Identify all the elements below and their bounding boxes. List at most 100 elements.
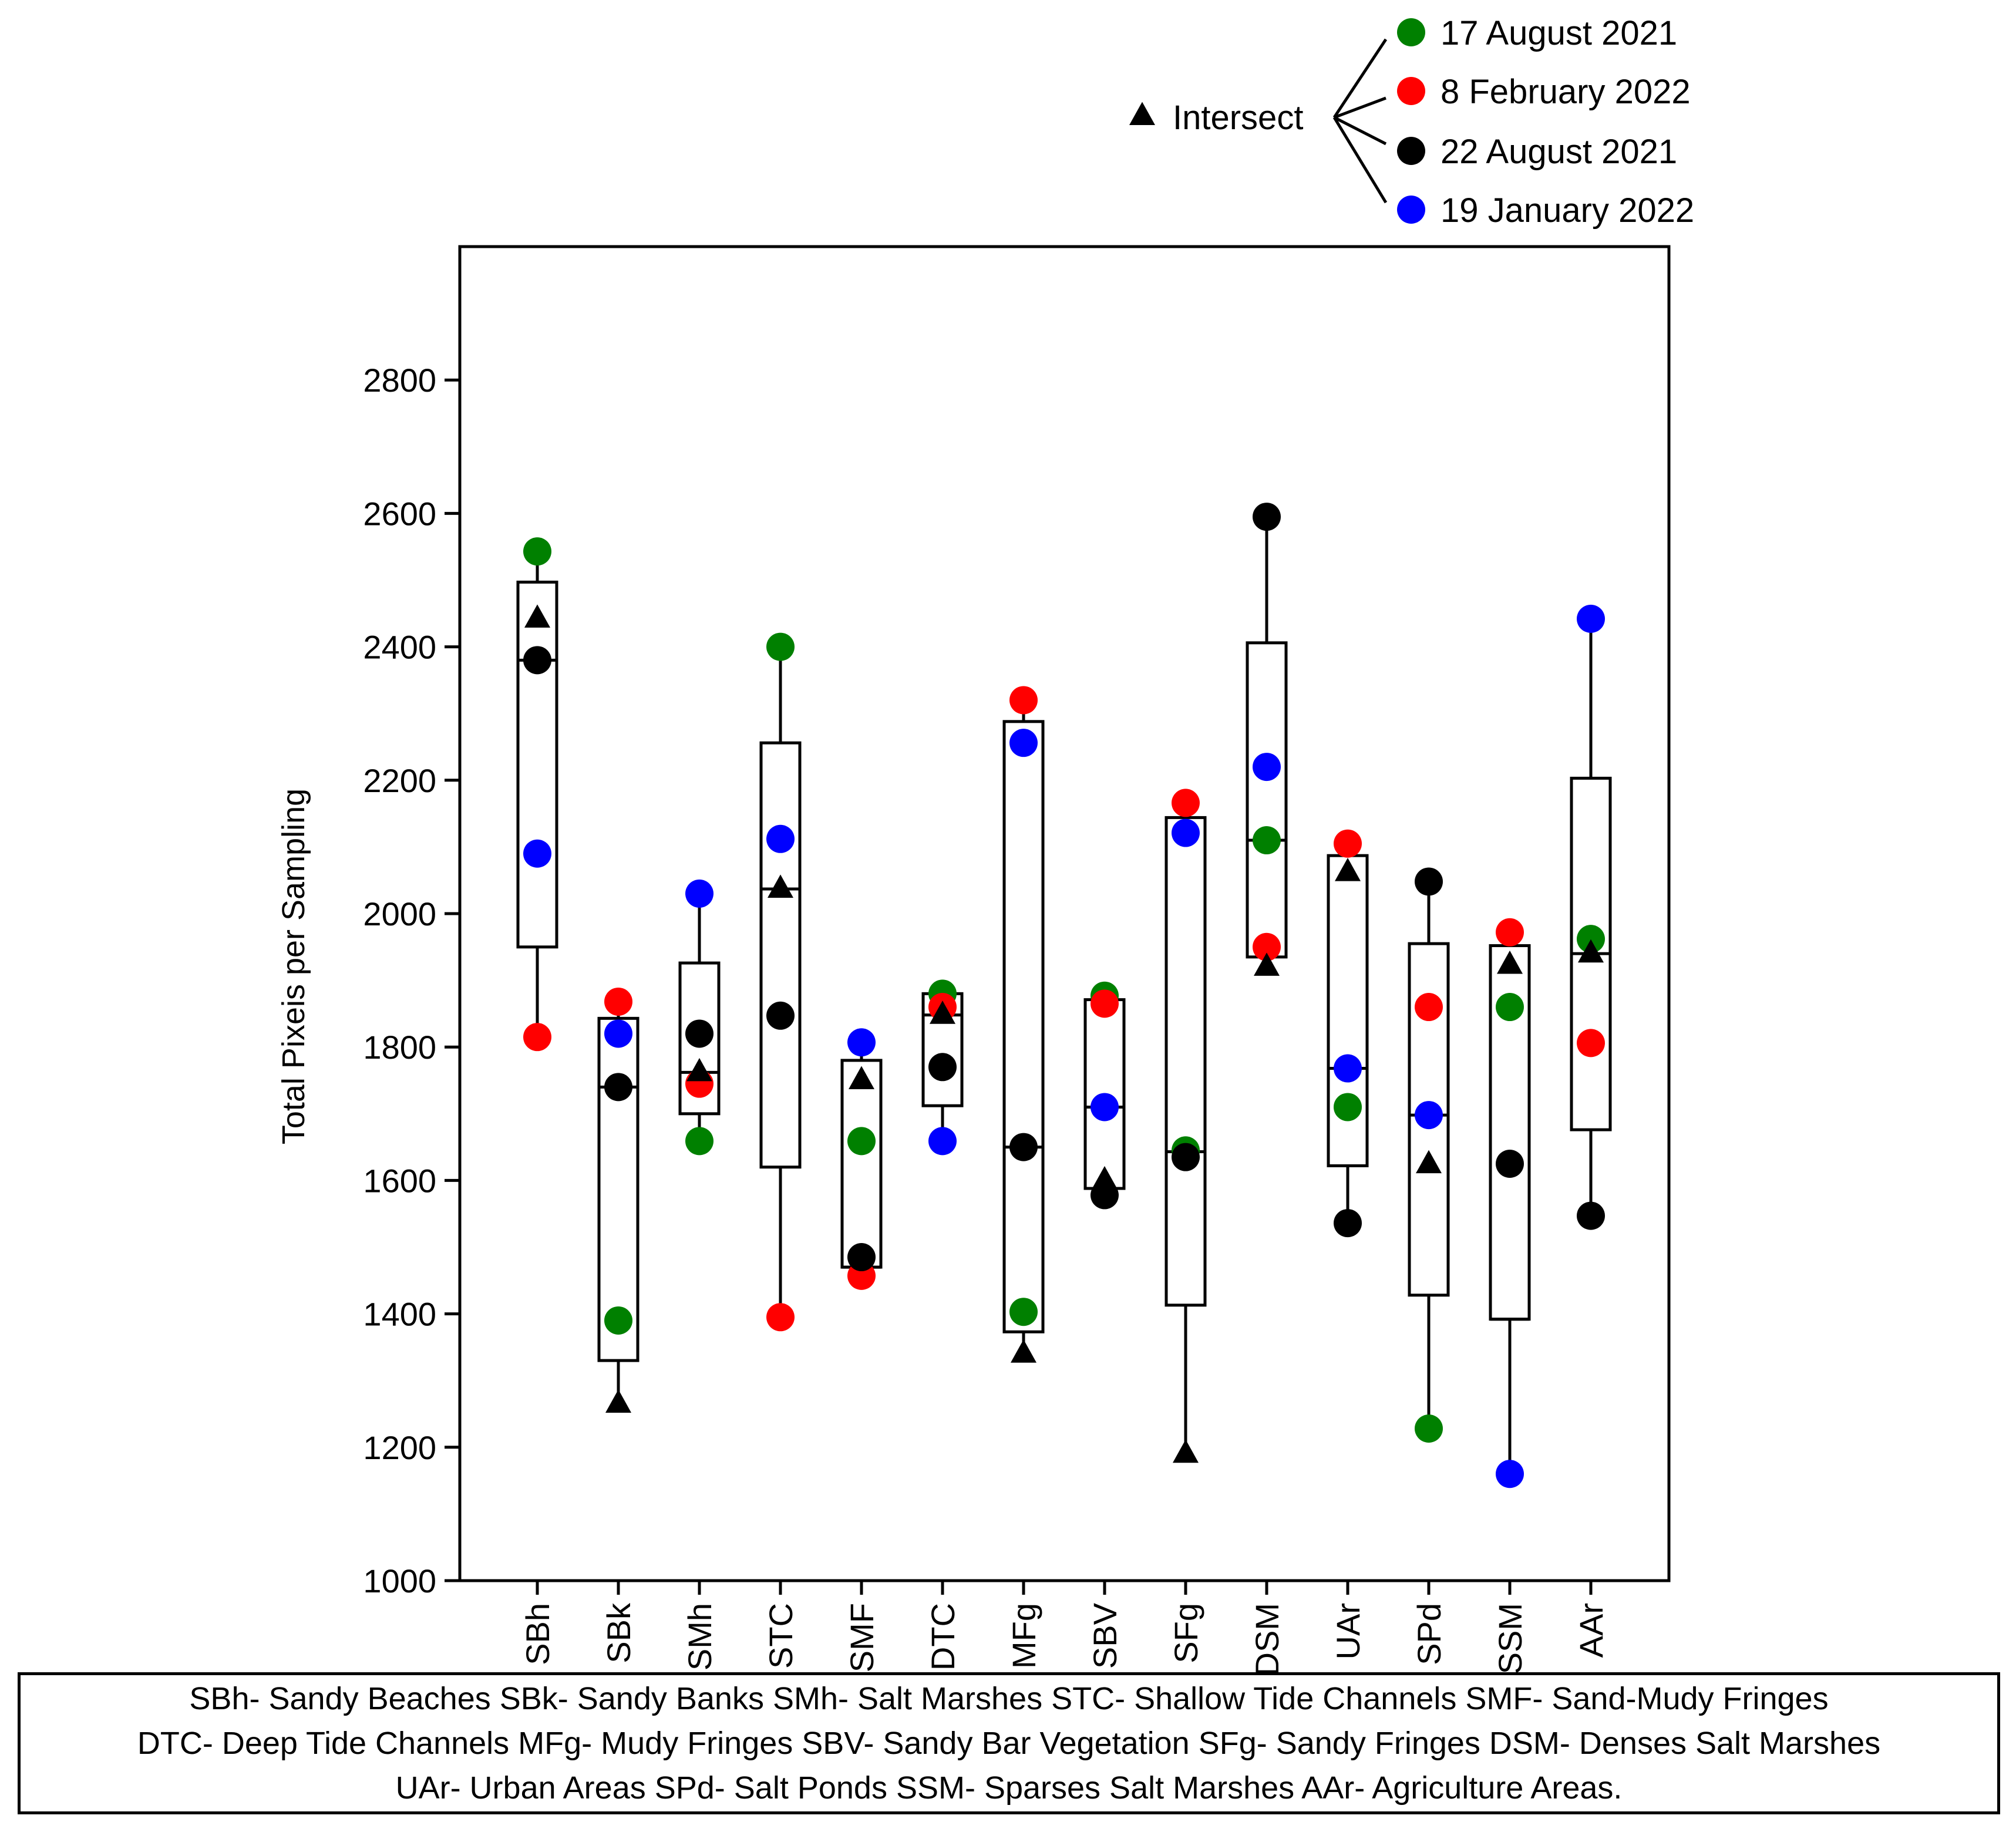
point-22-august-2021-SBh [523,646,551,675]
point-17-august-2021-SBh [523,537,551,566]
point-8-february-2022-SSM [1496,918,1524,947]
legend-marker-19-january-2022 [1397,196,1425,224]
legend-label-22-august-2021: 22 August 2021 [1441,133,1677,171]
legend: Intersect 17 August 2021 8 February 2022 22… [1129,14,1694,230]
legend-marker-8-february-2022 [1397,77,1425,105]
legend-branch-line-1 [1332,38,1388,119]
x-tick-label-SBh: SBh [519,1603,556,1665]
point-17-august-2021-SMh [685,1127,713,1156]
legend-branch-line-3 [1333,116,1387,146]
point-19-january-2022-SBV [1091,1093,1119,1121]
point-17-august-2021-AAr [1577,925,1605,954]
point-8-february-2022-MFg [1009,686,1038,715]
point-19-january-2022-SPd [1415,1101,1443,1130]
point-22-august-2021-SMh [685,1019,713,1048]
y-tick-label-2400: 2400 [363,629,436,666]
point-19-january-2022-DSM [1253,753,1281,782]
y-tick-label-2600: 2600 [363,495,436,532]
point-17-august-2021-SBk [604,1306,632,1335]
legend-branch-line-4 [1332,116,1388,204]
x-tick-label-MFg: MFg [1005,1603,1042,1669]
point-19-january-2022-STC [766,824,795,853]
point-22-august-2021-SFg [1172,1143,1200,1171]
point-17-august-2021-STC [766,632,795,661]
point-intersect-DSM [1254,952,1280,976]
point-19-january-2022-DTC [928,1127,957,1156]
point-19-january-2022-SFg [1172,819,1200,847]
x-tick-label-AAr: AAr [1573,1603,1610,1658]
y-tick-label-1200: 1200 [363,1429,436,1466]
point-22-august-2021-DTC [928,1053,957,1082]
point-22-august-2021-SMF [847,1243,876,1272]
point-22-august-2021-AAr [1577,1201,1605,1230]
plot-area [458,245,1671,1582]
point-19-january-2022-SBk [604,1019,632,1048]
x-tick-label-SBk: SBk [600,1602,637,1663]
point-intersect-SPd [1416,1150,1442,1174]
point-19-january-2022-MFg [1009,729,1038,757]
point-intersect-SMF [849,1066,874,1090]
y-tick-label-1800: 1800 [363,1029,436,1066]
x-tick-label-DSM: DSM [1248,1603,1285,1676]
legend-label-8-february-2022: 8 February 2022 [1441,73,1691,111]
point-22-august-2021-STC [766,1001,795,1030]
point-17-august-2021-SSM [1496,993,1524,1022]
point-8-february-2022-SPd [1415,993,1443,1022]
point-22-august-2021-MFg [1009,1133,1038,1161]
y-tick-label-1000: 1000 [363,1562,436,1599]
x-tick-label-SMF: SMF [843,1603,880,1672]
point-8-february-2022-AAr [1577,1029,1605,1057]
legend-intersect-marker [1129,102,1155,126]
y-tick-label-1400: 1400 [363,1296,436,1333]
point-intersect-SSM [1497,950,1523,974]
y-axis-label: Total Pixeis per Sampling [276,789,311,1144]
abbreviation-legend-box: SBh- Sandy Beaches SBk- Sandy Banks SMh-… [18,1672,2000,1814]
box-SFg [1164,816,1207,1307]
x-tick-label-SFg: SFg [1167,1603,1204,1663]
legend-label-19-january-2022: 19 January 2022 [1441,191,1694,230]
x-tick-label-SSM: SSM [1492,1603,1529,1674]
point-22-august-2021-UAr [1334,1209,1362,1238]
box-STC [759,741,802,1169]
point-22-august-2021-SSM [1496,1150,1524,1178]
point-17-august-2021-SMF [847,1127,876,1156]
point-intersect-AAr [1578,939,1604,963]
box-DSM [1246,641,1288,959]
x-tick-label-UAr: UAr [1330,1603,1367,1659]
legend-marker-22-august-2021 [1397,137,1425,165]
point-19-january-2022-SBh [523,839,551,868]
point-17-august-2021-SPd [1415,1414,1443,1443]
points-layer [523,503,1605,1488]
point-8-february-2022-SBh [523,1023,551,1052]
y-tick-label-2200: 2200 [363,762,436,799]
legend-branch-line-2 [1334,96,1386,119]
point-19-january-2022-UAr [1334,1054,1362,1083]
abbreviation-line-3: UAr- Urban Areas SPd- Salt Ponds SSM- Sp… [395,1770,1623,1806]
point-22-august-2021-SPd [1415,867,1443,896]
y-tick-label-2000: 2000 [363,895,436,932]
point-8-february-2022-UAr [1334,829,1362,858]
legend-intersect-label: Intersect [1173,99,1303,137]
point-22-august-2021-DSM [1253,503,1281,531]
point-intersect-UAr [1335,858,1361,881]
point-intersect-SFg [1173,1439,1199,1463]
legend-label-17-august-2021: 17 August 2021 [1441,14,1677,52]
point-intersect-DTC [930,1001,955,1024]
point-22-august-2021-SBk [604,1073,632,1102]
point-19-january-2022-SSM [1496,1460,1524,1488]
point-17-august-2021-UAr [1334,1093,1362,1121]
point-17-august-2021-MFg [1009,1298,1038,1326]
x-tick-label-SPd: SPd [1411,1603,1448,1665]
x-tick-label-STC: STC [762,1603,799,1669]
point-8-february-2022-DSM [1253,932,1281,961]
x-tick-label-SMh: SMh [681,1603,718,1670]
point-intersect-MFg [1011,1339,1036,1363]
box-MFg [1002,720,1045,1333]
point-intersect-SMh [686,1057,712,1082]
abbreviation-line-2: DTC- Deep Tide Channels MFg- Mudy Fringe… [137,1726,1881,1761]
y-tick-label-1600: 1600 [363,1162,436,1199]
point-19-january-2022-SMF [847,1028,876,1057]
point-19-january-2022-SMh [685,879,713,908]
point-8-february-2022-SFg [1172,789,1200,817]
